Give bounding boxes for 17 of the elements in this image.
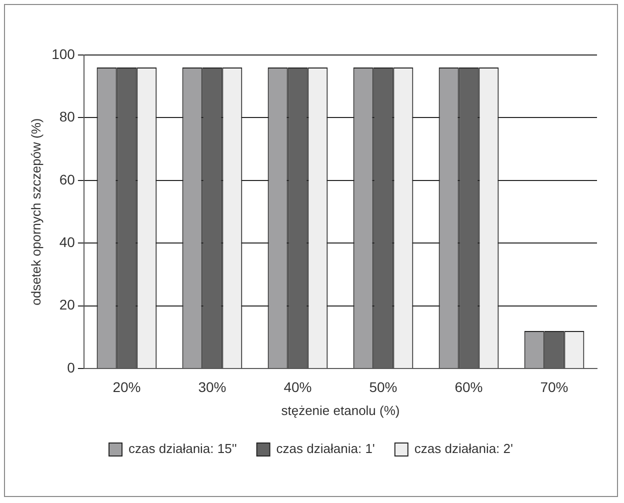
y-tick-label: 40 [59, 234, 76, 250]
y-tick-label: 100 [52, 46, 76, 62]
y-axis-title: odsetek opornych szczepów (%) [28, 118, 44, 306]
y-tick-label: 20 [59, 296, 76, 313]
y-tick-label: 60 [59, 171, 76, 188]
x-tick-label: 60% [454, 378, 483, 395]
x-tick-label: 40% [284, 378, 312, 395]
x-axis-title: stężenie etanolu (%) [281, 402, 400, 418]
legend-label: czas działania: 15'' [128, 441, 237, 456]
x-tick-label: 50% [369, 378, 398, 395]
x-tick-label: 20% [112, 378, 141, 395]
legend-label: czas działania: 2' [414, 441, 513, 456]
x-tick-label: 30% [198, 378, 226, 395]
y-tick-label: 80 [59, 108, 76, 125]
legend-label: czas działania: 1' [276, 441, 375, 456]
y-tick-label: 0 [67, 359, 76, 376]
x-tick-label: 70% [540, 378, 568, 395]
